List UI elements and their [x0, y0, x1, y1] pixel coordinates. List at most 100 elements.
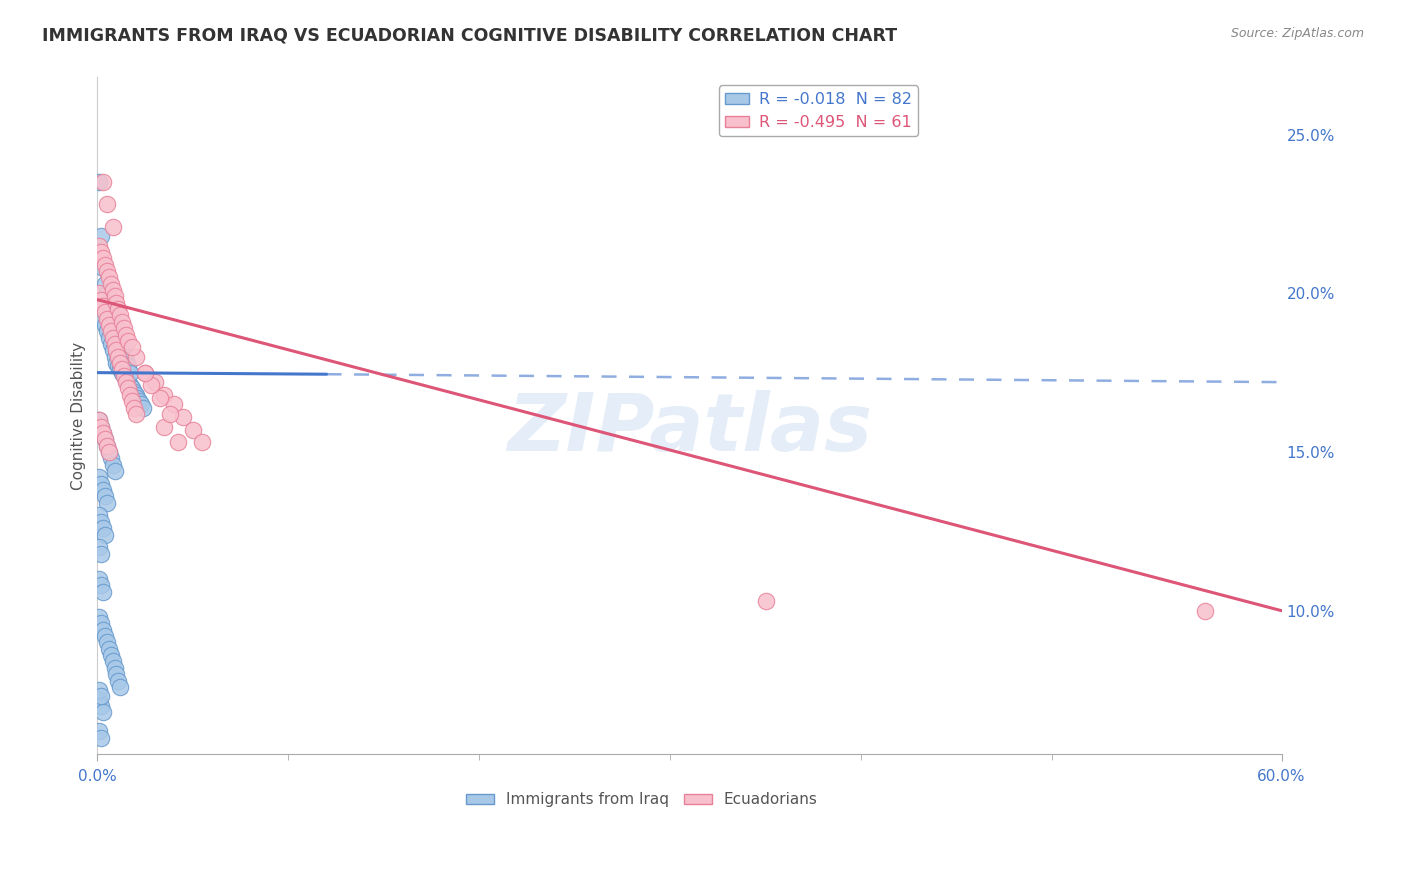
Point — [96, 286, 118, 301]
Point — [107, 302, 129, 317]
Point — [117, 382, 139, 396]
Point — [100, 648, 122, 662]
Point — [100, 324, 122, 338]
Point — [166, 435, 188, 450]
Point — [118, 378, 141, 392]
Point — [89, 238, 111, 252]
Point — [96, 324, 118, 338]
Point — [110, 362, 132, 376]
Point — [89, 175, 111, 189]
Point — [103, 464, 125, 478]
Point — [91, 299, 114, 313]
Point — [153, 419, 176, 434]
Point — [97, 318, 120, 332]
Point — [121, 394, 143, 409]
Point — [111, 362, 134, 376]
Point — [101, 309, 124, 323]
Point — [89, 508, 111, 523]
Point — [111, 366, 134, 380]
Legend: Immigrants from Iraq, Ecuadorians: Immigrants from Iraq, Ecuadorians — [460, 786, 824, 814]
Point — [97, 331, 120, 345]
Point — [89, 286, 111, 301]
Point — [134, 366, 156, 380]
Point — [128, 394, 150, 409]
Point — [172, 410, 194, 425]
Point — [111, 340, 134, 354]
Text: Source: ZipAtlas.com: Source: ZipAtlas.com — [1230, 27, 1364, 40]
Point — [107, 350, 129, 364]
Point — [107, 327, 129, 342]
Point — [89, 413, 111, 427]
Point — [94, 432, 117, 446]
Point — [91, 623, 114, 637]
Point — [94, 629, 117, 643]
Point — [89, 470, 111, 484]
Point — [90, 229, 112, 244]
Point — [94, 432, 117, 446]
Point — [90, 419, 112, 434]
Point — [91, 521, 114, 535]
Point — [100, 337, 122, 351]
Point — [91, 175, 114, 189]
Point — [132, 401, 155, 415]
Point — [112, 368, 135, 383]
Point — [94, 318, 117, 332]
Point — [103, 350, 125, 364]
Point — [90, 616, 112, 631]
Point — [89, 683, 111, 698]
Point — [96, 197, 118, 211]
Point — [101, 219, 124, 234]
Point — [117, 359, 139, 374]
Point — [89, 413, 111, 427]
Point — [90, 245, 112, 260]
Text: IMMIGRANTS FROM IRAQ VS ECUADORIAN COGNITIVE DISABILITY CORRELATION CHART: IMMIGRANTS FROM IRAQ VS ECUADORIAN COGNI… — [42, 27, 897, 45]
Point — [96, 496, 118, 510]
Point — [91, 705, 114, 719]
Point — [191, 435, 214, 450]
Point — [149, 391, 172, 405]
Point — [103, 315, 125, 329]
Point — [100, 451, 122, 466]
Point — [124, 350, 146, 364]
Point — [89, 692, 111, 706]
Point — [121, 340, 143, 354]
Point — [105, 343, 128, 358]
Point — [159, 407, 181, 421]
Point — [90, 731, 112, 745]
Point — [153, 388, 176, 402]
Point — [124, 388, 146, 402]
Point — [107, 673, 129, 688]
Point — [96, 439, 118, 453]
Point — [91, 260, 114, 275]
Point — [115, 372, 138, 386]
Point — [96, 439, 118, 453]
Point — [94, 258, 117, 272]
Point — [91, 483, 114, 497]
Point — [89, 610, 111, 624]
Point — [90, 698, 112, 713]
Point — [91, 425, 114, 440]
Point — [122, 384, 145, 399]
Point — [90, 547, 112, 561]
Point — [89, 540, 111, 554]
Point — [90, 578, 112, 592]
Point — [89, 724, 111, 739]
Point — [94, 305, 117, 319]
Point — [105, 356, 128, 370]
Point — [90, 476, 112, 491]
Point — [115, 327, 138, 342]
Point — [101, 343, 124, 358]
Point — [107, 359, 129, 374]
Point — [163, 397, 186, 411]
Point — [90, 293, 112, 307]
Point — [124, 407, 146, 421]
Point — [129, 397, 152, 411]
Point — [105, 321, 128, 335]
Point — [97, 270, 120, 285]
Point — [96, 311, 118, 326]
Point — [121, 382, 143, 396]
Point — [101, 458, 124, 472]
Point — [105, 667, 128, 681]
Point — [101, 655, 124, 669]
Point — [110, 309, 132, 323]
